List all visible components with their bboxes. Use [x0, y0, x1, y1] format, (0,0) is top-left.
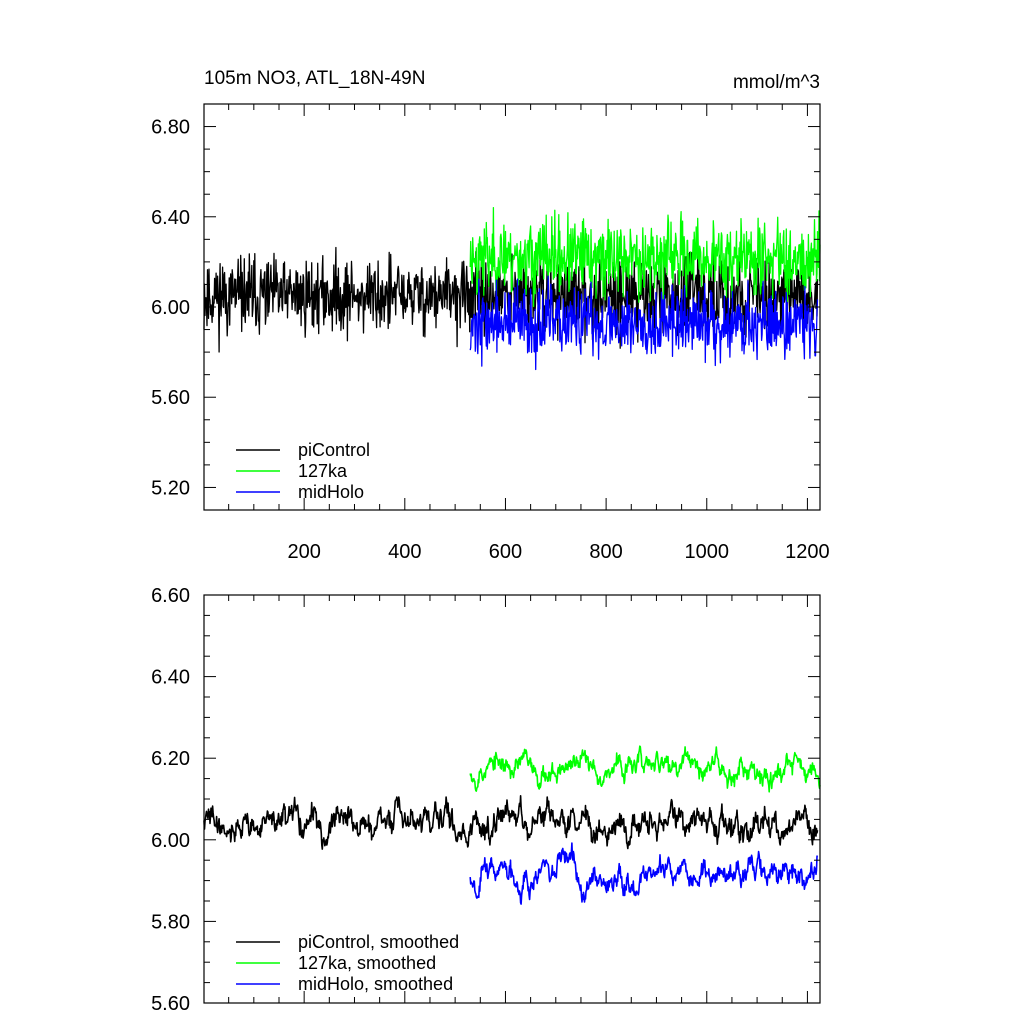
series-line [469, 275, 819, 371]
top-panel: 105m NO3, ATL_18N-49N mmol/m^3 5.20 5.60 6… [151, 68, 830, 563]
series-line [469, 745, 821, 793]
chart-title: 105m NO3, ATL_18N-49N [204, 68, 425, 89]
y-tick-label: 6.40 [151, 667, 190, 689]
legend-label: midHolo, smoothed [298, 974, 453, 994]
y-tick-label: 6.80 [151, 117, 190, 139]
y-tick-label: 6.00 [151, 830, 190, 852]
x-tick-label: 1200 [785, 541, 830, 563]
y-tick-label: 5.60 [151, 993, 190, 1015]
x-tick-label: 800 [589, 541, 622, 563]
plot-frame [203, 594, 821, 1004]
top-series-group [203, 206, 821, 371]
x-tick-label: 600 [489, 541, 522, 563]
y-tick-label: 5.80 [151, 911, 190, 933]
bottom-axes: 5.60 5.80 6.00 6.20 6.40 6.60 [151, 585, 821, 1015]
y-tick-label: 6.20 [151, 748, 190, 770]
y-tick-label: 6.60 [151, 585, 190, 607]
y-tick-label: 5.60 [151, 387, 190, 409]
legend-label: piControl [298, 440, 370, 460]
legend-label: midHolo [298, 482, 364, 502]
top-axes: 5.20 5.60 6.00 6.40 6.80 200 400 600 800 1000 1200 [151, 103, 830, 563]
legend-label: piControl, smoothed [298, 932, 459, 952]
x-tick-label: 400 [388, 541, 421, 563]
legend-label: 127ka, smoothed [298, 953, 436, 973]
bottom-series-group [203, 745, 821, 905]
series-line [469, 206, 821, 308]
y-tick-label: 6.40 [151, 207, 190, 229]
series-line [203, 794, 819, 850]
series-line [469, 842, 819, 905]
x-tick-label: 1000 [685, 541, 730, 563]
units-label: mmol/m^3 [733, 72, 820, 93]
bottom-panel: 5.60 5.80 6.00 6.20 6.40 6.60 piControl, smoo… [151, 585, 821, 1015]
legend-label: 127ka [298, 461, 348, 481]
x-tick-label: 200 [287, 541, 320, 563]
y-tick-label: 6.00 [151, 297, 190, 319]
y-tick-label: 5.20 [151, 477, 190, 499]
